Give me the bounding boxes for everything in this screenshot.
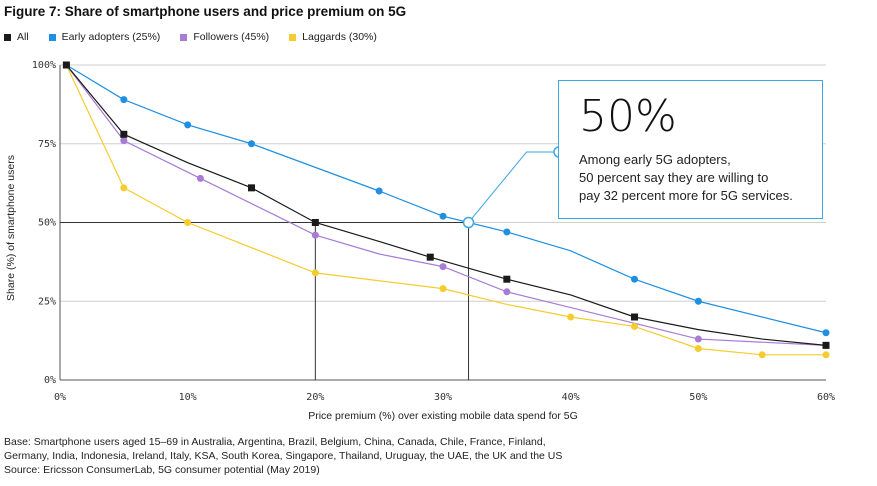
y-tick-label: 50% (38, 218, 56, 229)
y-tick-label: 25% (38, 296, 56, 307)
callout-box: 50% Among early 5G adopters, 50 percent … (558, 80, 823, 219)
series-marker-3 (694, 345, 702, 352)
series-marker-0 (120, 130, 128, 138)
series-marker-1 (375, 187, 383, 195)
series-marker-0 (311, 219, 319, 226)
series-marker-1 (822, 329, 830, 337)
legend-swatch-all (4, 33, 11, 41)
series-marker-0 (822, 341, 830, 349)
series-marker-3 (184, 219, 192, 226)
series-marker-1 (439, 212, 447, 220)
figure-title: Figure 7: Share of smartphone users and … (4, 4, 407, 19)
footnote-base-line-1: Base: Smartphone users aged 15–69 in Aus… (4, 436, 546, 448)
legend-item-laggards: Laggards (30%) (289, 31, 377, 43)
legend-swatch-followers (180, 33, 188, 41)
series-marker-0 (248, 184, 255, 192)
legend: All Early adopters (25%) Followers (45%)… (4, 31, 377, 43)
y-tick-label: 100% (32, 60, 56, 71)
highlight-point-marker (462, 216, 475, 229)
legend-item-early-adopters: Early adopters (25%) (48, 31, 161, 43)
series-marker-2 (311, 231, 319, 239)
x-tick-label: 60% (817, 392, 835, 403)
series-marker-3 (120, 184, 128, 192)
y-axis-label: Share (%) of smartphone users (5, 155, 17, 301)
callout-line-2: 50 percent say they are willing to (579, 170, 769, 185)
reference-lines (60, 222, 470, 380)
series-marker-1 (248, 140, 255, 148)
series-marker-2 (439, 263, 447, 271)
legend-swatch-early-adopters (48, 33, 56, 41)
series-marker-3 (567, 313, 575, 321)
x-tick-label: 10% (179, 392, 197, 403)
callout-line-1: Among early 5G adopters, (579, 152, 731, 167)
series-marker-2 (503, 288, 511, 296)
series-marker-3 (822, 351, 830, 359)
x-tick-label: 20% (306, 392, 324, 403)
x-tick-label: 40% (562, 392, 580, 403)
series-marker-1 (631, 275, 638, 283)
legend-item-all: All (4, 31, 29, 43)
series-marker-0 (631, 313, 638, 321)
callout-connector (462, 146, 565, 229)
y-tick-label: 75% (38, 139, 56, 150)
axes: 0% 25% 50% 75% 100% 0% 10% 20% 30% 40% 50% 60% (32, 60, 835, 403)
series-marker-0 (62, 61, 70, 69)
legend-label-all: All (17, 31, 29, 43)
series-line-1 (66, 64, 827, 334)
series-marker-3 (631, 322, 638, 330)
series-marker-3 (311, 269, 319, 277)
legend-label-early-adopters: Early adopters (25%) (61, 31, 161, 43)
x-axis-label: Price premium (%) over existing mobile d… (308, 410, 578, 422)
callout-headline: 50% (579, 91, 677, 142)
callout-leader-line (468, 151, 559, 223)
series-marker-2 (694, 335, 702, 343)
footnote-base-line-2: Germany, India, Indonesia, Ireland, Ital… (4, 450, 563, 462)
series-marker-1 (120, 96, 128, 104)
legend-label-laggards: Laggards (30%) (302, 31, 377, 43)
series-marker-0 (503, 275, 511, 283)
series-marker-1 (694, 297, 702, 305)
x-tick-label: 50% (689, 392, 707, 403)
series-marker-0 (426, 253, 434, 261)
series-marker-1 (184, 121, 192, 129)
legend-label-followers: Followers (45%) (193, 31, 270, 43)
series-marker-1 (503, 228, 511, 236)
series-markers (62, 61, 830, 359)
x-tick-label: 0% (54, 392, 66, 403)
series-marker-3 (758, 351, 766, 359)
footnote-source: Source: Ericsson ConsumerLab, 5G consume… (4, 464, 320, 476)
callout-line-3: pay 32 percent more for 5G services. (579, 188, 793, 203)
series-marker-3 (439, 285, 447, 293)
series-marker-2 (196, 174, 204, 182)
series-line-3 (65, 64, 826, 356)
legend-swatch-laggards (289, 33, 297, 41)
y-tick-label: 0% (44, 375, 56, 386)
footnote: Base: Smartphone users aged 15–69 in Aus… (4, 435, 864, 477)
legend-item-followers: Followers (45%) (180, 31, 269, 43)
series-marker-2 (120, 137, 128, 145)
x-tick-label: 30% (434, 392, 452, 403)
callout-body: Among early 5G adopters, 50 percent say … (579, 151, 819, 205)
